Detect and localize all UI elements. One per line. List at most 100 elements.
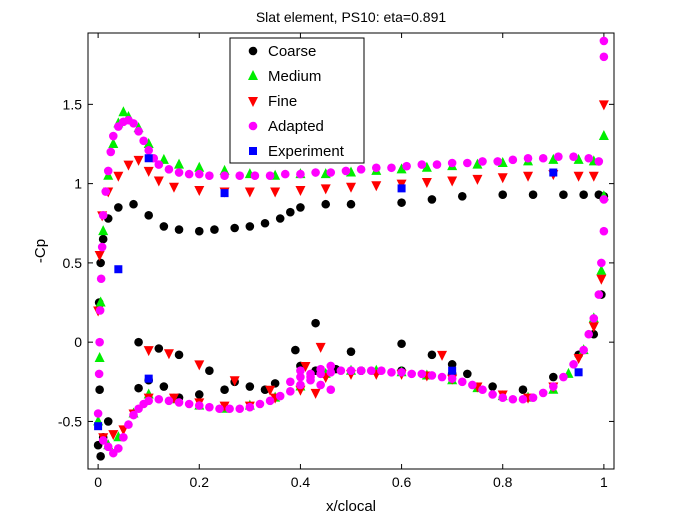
adapted-point	[518, 394, 528, 404]
adapted-point	[508, 155, 518, 165]
x-tick-label: 0	[94, 474, 102, 490]
adapted-point	[579, 345, 588, 355]
adapted-point	[129, 410, 138, 420]
fine-point	[108, 430, 119, 441]
adapted-point	[205, 402, 214, 412]
adapted-point	[468, 380, 477, 390]
adapted-point	[194, 169, 204, 179]
coarse-point	[286, 207, 295, 217]
adapted-point	[306, 375, 315, 385]
coarse-point	[321, 199, 331, 209]
coarse-point	[311, 318, 320, 328]
medium-point	[421, 161, 432, 172]
adapted-point	[306, 369, 315, 379]
medium-point	[396, 163, 407, 174]
adapted-point	[326, 367, 336, 377]
fine-point	[143, 166, 154, 177]
coarse-point	[194, 390, 204, 399]
coarse-point	[457, 192, 467, 201]
x-tick-label: 0.2	[190, 474, 210, 490]
legend-label-medium: Medium	[268, 68, 321, 85]
legend-marker-experiment	[249, 147, 257, 155]
medium-point	[548, 153, 559, 164]
coarse-point	[291, 345, 300, 355]
coarse-point	[159, 222, 169, 231]
medium-point	[143, 137, 154, 148]
medium-point	[573, 153, 584, 164]
coarse-point	[270, 379, 280, 388]
adapted-point	[194, 401, 204, 410]
x-tick-label: 1	[600, 474, 608, 490]
adapted-point	[387, 163, 396, 173]
adapted-point	[286, 377, 295, 387]
fine-point	[143, 346, 154, 357]
adapted-point	[164, 396, 174, 406]
fine-point	[163, 349, 174, 360]
adapted-point	[417, 369, 427, 379]
coarse-point	[174, 225, 184, 234]
experiment-point	[448, 366, 457, 375]
fine-point	[244, 187, 255, 198]
fine-point	[497, 173, 508, 184]
coarse-point	[194, 226, 204, 236]
data-marks	[93, 36, 609, 461]
chart-title: Slat element, PS10: eta=0.891	[256, 9, 447, 25]
adapted-point	[538, 153, 548, 163]
legend: Coarse Medium Fine Adapted Experiment	[229, 37, 365, 164]
medium-point	[95, 296, 106, 307]
coarse-point	[427, 350, 437, 360]
adapted-point	[387, 367, 396, 377]
adapted-point	[144, 146, 153, 155]
adapted-point	[103, 166, 113, 176]
adapted-point	[265, 396, 275, 406]
adapted-point	[346, 366, 356, 376]
adapted-point	[457, 377, 467, 387]
adapted-point	[296, 380, 305, 390]
fine-point	[133, 155, 144, 166]
coarse-point	[96, 452, 105, 461]
medium-point	[98, 225, 109, 236]
series-experiment	[94, 154, 583, 431]
legend-label-fine: Fine	[268, 93, 297, 110]
medium-point	[472, 158, 483, 169]
fine-point	[320, 184, 331, 195]
experiment-point	[144, 374, 153, 383]
coarse-point	[549, 372, 558, 382]
y-tick-label: 0.5	[63, 255, 83, 271]
adapted-point	[119, 432, 128, 442]
coarse-point	[245, 222, 255, 231]
adapted-point	[326, 361, 336, 371]
x-tick-label: 0.6	[392, 474, 412, 490]
adapted-point	[447, 158, 457, 168]
coarse-point	[427, 195, 437, 204]
coarse-point	[95, 385, 104, 395]
coarse-point	[559, 190, 568, 200]
adapted-point	[101, 187, 111, 196]
experiment-point	[574, 368, 583, 377]
medium-point	[118, 106, 129, 117]
adapted-point	[326, 168, 336, 177]
adapted-point	[569, 360, 578, 369]
coarse-point	[397, 339, 406, 349]
adapted-point	[488, 390, 497, 399]
adapted-point	[599, 36, 609, 46]
coarse-point	[230, 223, 239, 233]
fine-point	[270, 187, 281, 198]
adapted-point	[316, 380, 325, 390]
coarse-point	[154, 344, 164, 353]
coarse-point	[96, 258, 105, 268]
adapted-point	[599, 195, 609, 204]
adapted-point	[377, 366, 386, 376]
series-adapted	[93, 36, 609, 458]
adapted-point	[594, 290, 604, 299]
medium-point	[174, 158, 185, 169]
experiment-point	[114, 265, 123, 274]
adapted-point	[220, 171, 229, 180]
adapted-point	[356, 366, 366, 376]
medium-point	[596, 264, 607, 275]
adapted-point	[225, 404, 234, 414]
coarse-point	[488, 382, 497, 391]
experiment-point	[397, 184, 406, 193]
fine-point	[588, 171, 599, 182]
x-tick-label: 0.8	[493, 474, 513, 490]
